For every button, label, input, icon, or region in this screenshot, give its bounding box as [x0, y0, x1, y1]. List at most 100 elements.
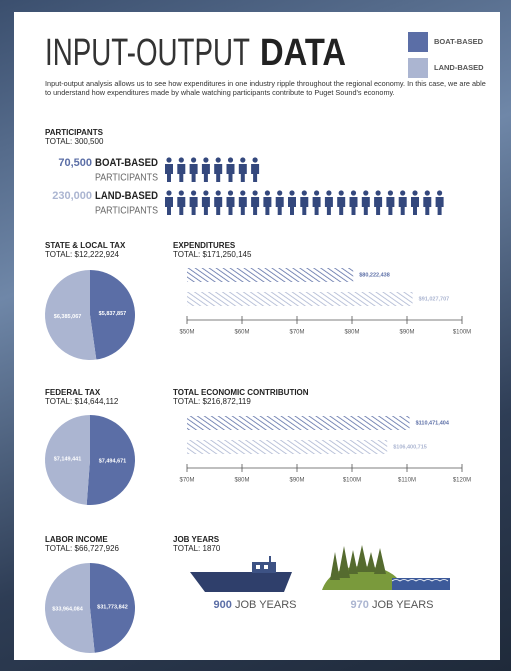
- section-title: JOB YEARS: [173, 535, 220, 544]
- section-title: LABOR INCOME: [45, 535, 108, 544]
- person-body: [238, 164, 247, 182]
- person-head: [240, 157, 246, 163]
- pie-label: $7,494,671: [99, 458, 127, 464]
- bar-value-label: $106,400,715: [393, 444, 427, 450]
- tick-label: $90M: [399, 330, 414, 336]
- person-body: [201, 197, 210, 215]
- participant-unit: PARTICIPANTS: [95, 173, 158, 184]
- person-body: [337, 197, 346, 215]
- section-total: TOTAL: $12,222,924: [45, 250, 120, 259]
- person-body: [411, 197, 419, 215]
- tick-label: $110M: [398, 478, 416, 484]
- title: INPUT-OUTPUT: [45, 32, 250, 74]
- legend-label: BOAT-BASED: [434, 37, 484, 46]
- person-head: [203, 190, 209, 196]
- person-body: [177, 197, 186, 215]
- tick-label: $120M: [453, 478, 471, 484]
- section-total: TOTAL: 300,500: [45, 137, 104, 146]
- pie-label: $5,837,857: [99, 311, 127, 317]
- section-title: PARTICIPANTS: [45, 128, 104, 137]
- person-body: [288, 197, 296, 215]
- legend-label: LAND-BASED: [434, 63, 484, 72]
- land-illustration: [322, 545, 450, 590]
- person-head: [215, 190, 221, 196]
- section-total: TOTAL: 1870: [173, 544, 221, 553]
- person-head: [166, 157, 172, 163]
- person-head: [400, 190, 406, 196]
- tick-label: $80M: [234, 478, 249, 484]
- person-body: [275, 197, 284, 215]
- person-body: [263, 197, 272, 215]
- person-head: [252, 157, 258, 163]
- person-body: [300, 197, 309, 215]
- person-head: [289, 190, 295, 196]
- tick-label: $80M: [344, 330, 359, 336]
- person-head: [203, 157, 209, 163]
- job-years-label: 900 JOB YEARS: [214, 599, 297, 611]
- section-title: EXPENDITURES: [173, 241, 236, 250]
- person-body: [398, 197, 407, 215]
- job-years-unit: JOB YEARS: [235, 599, 297, 611]
- bar-value-label: $110,471,404: [416, 420, 450, 426]
- tick-label: $70M: [179, 478, 194, 484]
- person-head: [178, 157, 184, 163]
- person-body: [251, 164, 260, 182]
- bar-value-label: $91,027,707: [419, 296, 450, 302]
- person-body: [435, 197, 444, 215]
- person-body: [226, 164, 235, 182]
- section-total: TOTAL: $66,727,926: [45, 544, 120, 553]
- title-bold: DATA: [260, 32, 346, 74]
- person-head: [437, 190, 443, 196]
- person-body: [165, 197, 173, 215]
- pie-slice: [44, 415, 90, 505]
- pie-label: $31,773,842: [97, 604, 128, 610]
- person-head: [191, 157, 197, 163]
- job-years-value: 970: [351, 599, 369, 611]
- person-body: [201, 164, 210, 182]
- person-body: [324, 197, 333, 215]
- person-head: [301, 190, 307, 196]
- person-head: [375, 190, 381, 196]
- person-body: [349, 197, 358, 215]
- job-years-label: 970 JOB YEARS: [351, 599, 434, 611]
- intro-box: Input-output analysis allows us to see h…: [45, 79, 486, 97]
- person-head: [227, 190, 234, 196]
- participant-unit: PARTICIPANTS: [95, 206, 158, 217]
- person-body: [177, 164, 186, 182]
- person-head: [350, 190, 357, 196]
- person-head: [178, 190, 184, 196]
- participant-count: 230,000: [52, 190, 92, 202]
- pie-label: $6,385,067: [54, 314, 82, 320]
- person-head: [338, 190, 344, 196]
- person-head: [326, 190, 332, 196]
- participant-icons: [165, 190, 444, 215]
- job-years-value: 900: [214, 599, 232, 611]
- person-head: [387, 190, 393, 196]
- person-body: [165, 164, 173, 182]
- person-body: [189, 197, 198, 215]
- person-body: [189, 164, 198, 182]
- person-body: [361, 197, 370, 215]
- boat-illustration: [190, 556, 292, 592]
- person-head: [191, 190, 197, 196]
- person-head: [363, 190, 369, 196]
- pie-slice: [90, 270, 136, 360]
- section-total: TOTAL: $14,644,112: [45, 397, 119, 406]
- person-head: [314, 190, 320, 196]
- section-title: FEDERAL TAX: [45, 388, 101, 397]
- tick-label: $70M: [289, 330, 304, 336]
- pie-label: $33,964,084: [52, 607, 84, 613]
- pie-slice: [45, 563, 95, 653]
- person-body: [312, 197, 321, 215]
- tick-label: $90M: [289, 478, 304, 484]
- pie-slice: [90, 562, 136, 653]
- tick-label: $50M: [179, 330, 194, 336]
- person-body: [238, 197, 247, 215]
- legend-swatch: [408, 32, 428, 52]
- tick-label: $60M: [234, 330, 249, 336]
- person-body: [386, 197, 395, 215]
- person-head: [412, 190, 418, 196]
- intro: Input-output analysis allows us to see h…: [45, 79, 486, 97]
